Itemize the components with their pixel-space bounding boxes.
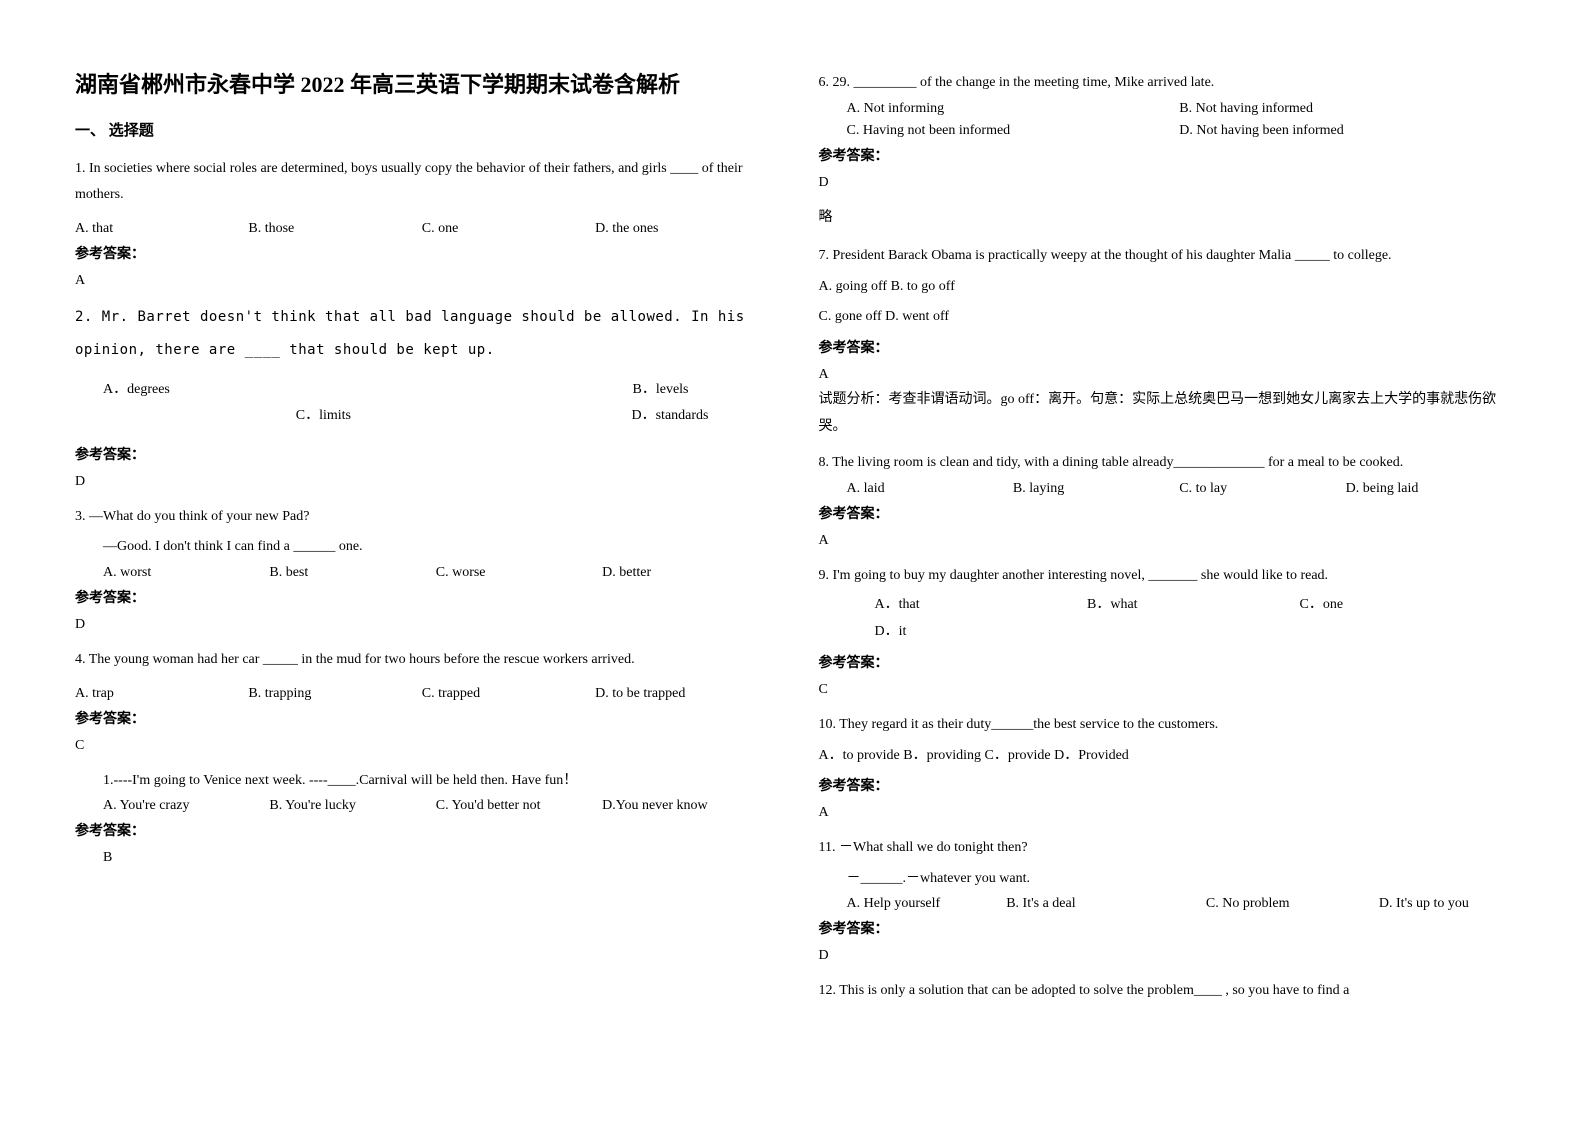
q2-options-row1: A．degrees B．levels	[75, 378, 769, 398]
q7-analysis: 试题分析：考查非谓语动词。go off：离开。句意：实际上总统奥巴马一想到她女儿…	[819, 387, 1513, 440]
q10-opts: A．to provide B．providing C．provide D．Pro…	[819, 743, 1513, 770]
q9-opt-d: D．it	[819, 619, 1513, 646]
q9-text: 9. I'm going to buy my daughter another …	[819, 563, 1513, 590]
q6-answer: D	[819, 175, 1513, 191]
q10-answer-label: 参考答案：	[819, 775, 1513, 795]
q4-opt-d: D. to be trapped	[595, 686, 768, 702]
q5-opt-b: B. You're lucky	[269, 798, 435, 814]
q11-line1: 11. －What shall we do tonight then?	[819, 835, 1513, 862]
q2-line2: opinion, there are ____ that should be k…	[75, 336, 769, 365]
q12-text: 12. This is only a solution that can be …	[819, 978, 1513, 1005]
document-title: 湖南省郴州市永春中学 2022 年高三英语下学期期末试卷含解析	[75, 70, 769, 101]
q3-opt-c: C. worse	[436, 565, 602, 581]
q11-answer: D	[819, 948, 1513, 964]
q11-options: A. Help yourself B. It's a deal C. No pr…	[819, 896, 1513, 912]
q8-opt-a: A. laid	[847, 481, 1013, 497]
q5-answer-label: 参考答案：	[75, 820, 769, 840]
q11-opt-a: A. Help yourself	[847, 896, 1007, 912]
q1-opt-d: D. the ones	[595, 221, 768, 237]
q4-text: 4. The young woman had her car _____ in …	[75, 647, 769, 674]
q4-options: A. trap B. trapping C. trapped D. to be …	[75, 686, 769, 702]
q9-answer: C	[819, 682, 1513, 698]
q6-opt-d: D. Not having been informed	[1179, 123, 1512, 139]
q11-opt-b: B. It's a deal	[1006, 896, 1206, 912]
q1-opt-c: C. one	[422, 221, 595, 237]
q4-answer: C	[75, 738, 769, 754]
q2-line1: 2. Mr. Barret doesn't think that all bad…	[75, 303, 769, 332]
q4-opt-b: B. trapping	[248, 686, 421, 702]
q4-opt-c: C. trapped	[422, 686, 595, 702]
q3-options: A. worst B. best C. worse D. better	[75, 565, 769, 581]
q9-answer-label: 参考答案：	[819, 652, 1513, 672]
q3-opt-a: A. worst	[103, 565, 269, 581]
q2-opt-c: C．limits	[75, 404, 452, 424]
q4-opt-a: A. trap	[75, 686, 248, 702]
q1-options: A. that B. those C. one D. the ones	[75, 221, 769, 237]
q5-answer: B	[75, 850, 769, 866]
q11-answer-label: 参考答案：	[819, 918, 1513, 938]
q5-opt-a: A. You're crazy	[103, 798, 269, 814]
q5-options: A. You're crazy B. You're lucky C. You'd…	[75, 798, 769, 814]
q6-opt-a: A. Not informing	[847, 101, 1180, 117]
left-column: 湖南省郴州市永春中学 2022 年高三英语下学期期末试卷含解析 一、 选择题 1…	[50, 70, 794, 1092]
q8-options: A. laid B. laying C. to lay D. being lai…	[819, 481, 1513, 497]
q2-opt-b: B．levels	[396, 378, 769, 398]
right-column: 6. 29. _________ of the change in the me…	[794, 70, 1538, 1092]
q3-opt-d: D. better	[602, 565, 768, 581]
q6-options-row1: A. Not informing B. Not having informed	[819, 101, 1513, 117]
q10-text: 10. They regard it as their duty______th…	[819, 712, 1513, 739]
q10-answer: A	[819, 805, 1513, 821]
q9-opt-c: C．one	[1300, 593, 1513, 613]
q11-opt-d: D. It's up to you	[1379, 896, 1512, 912]
q5-text: 1.----I'm going to Venice next week. ---…	[75, 768, 769, 795]
q3-answer-label: 参考答案：	[75, 587, 769, 607]
q6-opt-b: B. Not having informed	[1179, 101, 1512, 117]
q6-options-row2: C. Having not been informed D. Not havin…	[819, 123, 1513, 139]
q11-line2: －______.－whatever you want.	[819, 866, 1513, 893]
q2-answer-label: 参考答案：	[75, 444, 769, 464]
q4-answer-label: 参考答案：	[75, 708, 769, 728]
q6-opt-c: C. Having not been informed	[847, 123, 1180, 139]
q7-opts-row2: C. gone off D. went off	[819, 304, 1513, 331]
section-header: 一、 选择题	[75, 119, 769, 140]
q1-opt-a: A. that	[75, 221, 248, 237]
q8-answer-label: 参考答案：	[819, 503, 1513, 523]
q5-opt-c: C. You'd better not	[436, 798, 602, 814]
q3-answer: D	[75, 617, 769, 633]
q2-options-row2: C．limits D．standards	[75, 404, 769, 424]
q8-text: 8. The living room is clean and tidy, wi…	[819, 450, 1513, 477]
q2-opt-a: A．degrees	[103, 378, 396, 398]
q3-opt-b: B. best	[269, 565, 435, 581]
q6-note: 略	[819, 205, 1513, 232]
q7-text: 7. President Barack Obama is practically…	[819, 243, 1513, 270]
q6-text: 6. 29. _________ of the change in the me…	[819, 70, 1513, 97]
q1-opt-b: B. those	[248, 221, 421, 237]
q2-opt-d: D．standards	[452, 404, 769, 424]
q11-opt-c: C. No problem	[1206, 896, 1379, 912]
q1-answer: A	[75, 273, 769, 289]
q3-line2: —Good. I don't think I can find a ______…	[75, 534, 769, 561]
q5-opt-d: D.You never know	[602, 798, 768, 814]
q9-opt-a: A．that	[875, 593, 1088, 613]
q1-text: 1. In societies where social roles are d…	[75, 156, 769, 209]
q7-answer-label: 参考答案：	[819, 337, 1513, 357]
q1-answer-label: 参考答案：	[75, 243, 769, 263]
q7-opts-row1: A. going off B. to go off	[819, 274, 1513, 301]
q3-line1: 3. —What do you think of your new Pad?	[75, 504, 769, 531]
q2-answer: D	[75, 474, 769, 490]
q9-options-row1: A．that B．what C．one	[819, 593, 1513, 613]
q7-answer: A	[819, 367, 1513, 383]
q8-opt-b: B. laying	[1013, 481, 1179, 497]
q6-answer-label: 参考答案：	[819, 145, 1513, 165]
q9-opt-b: B．what	[1087, 593, 1300, 613]
q8-opt-c: C. to lay	[1179, 481, 1345, 497]
q8-opt-d: D. being laid	[1346, 481, 1512, 497]
q8-answer: A	[819, 533, 1513, 549]
